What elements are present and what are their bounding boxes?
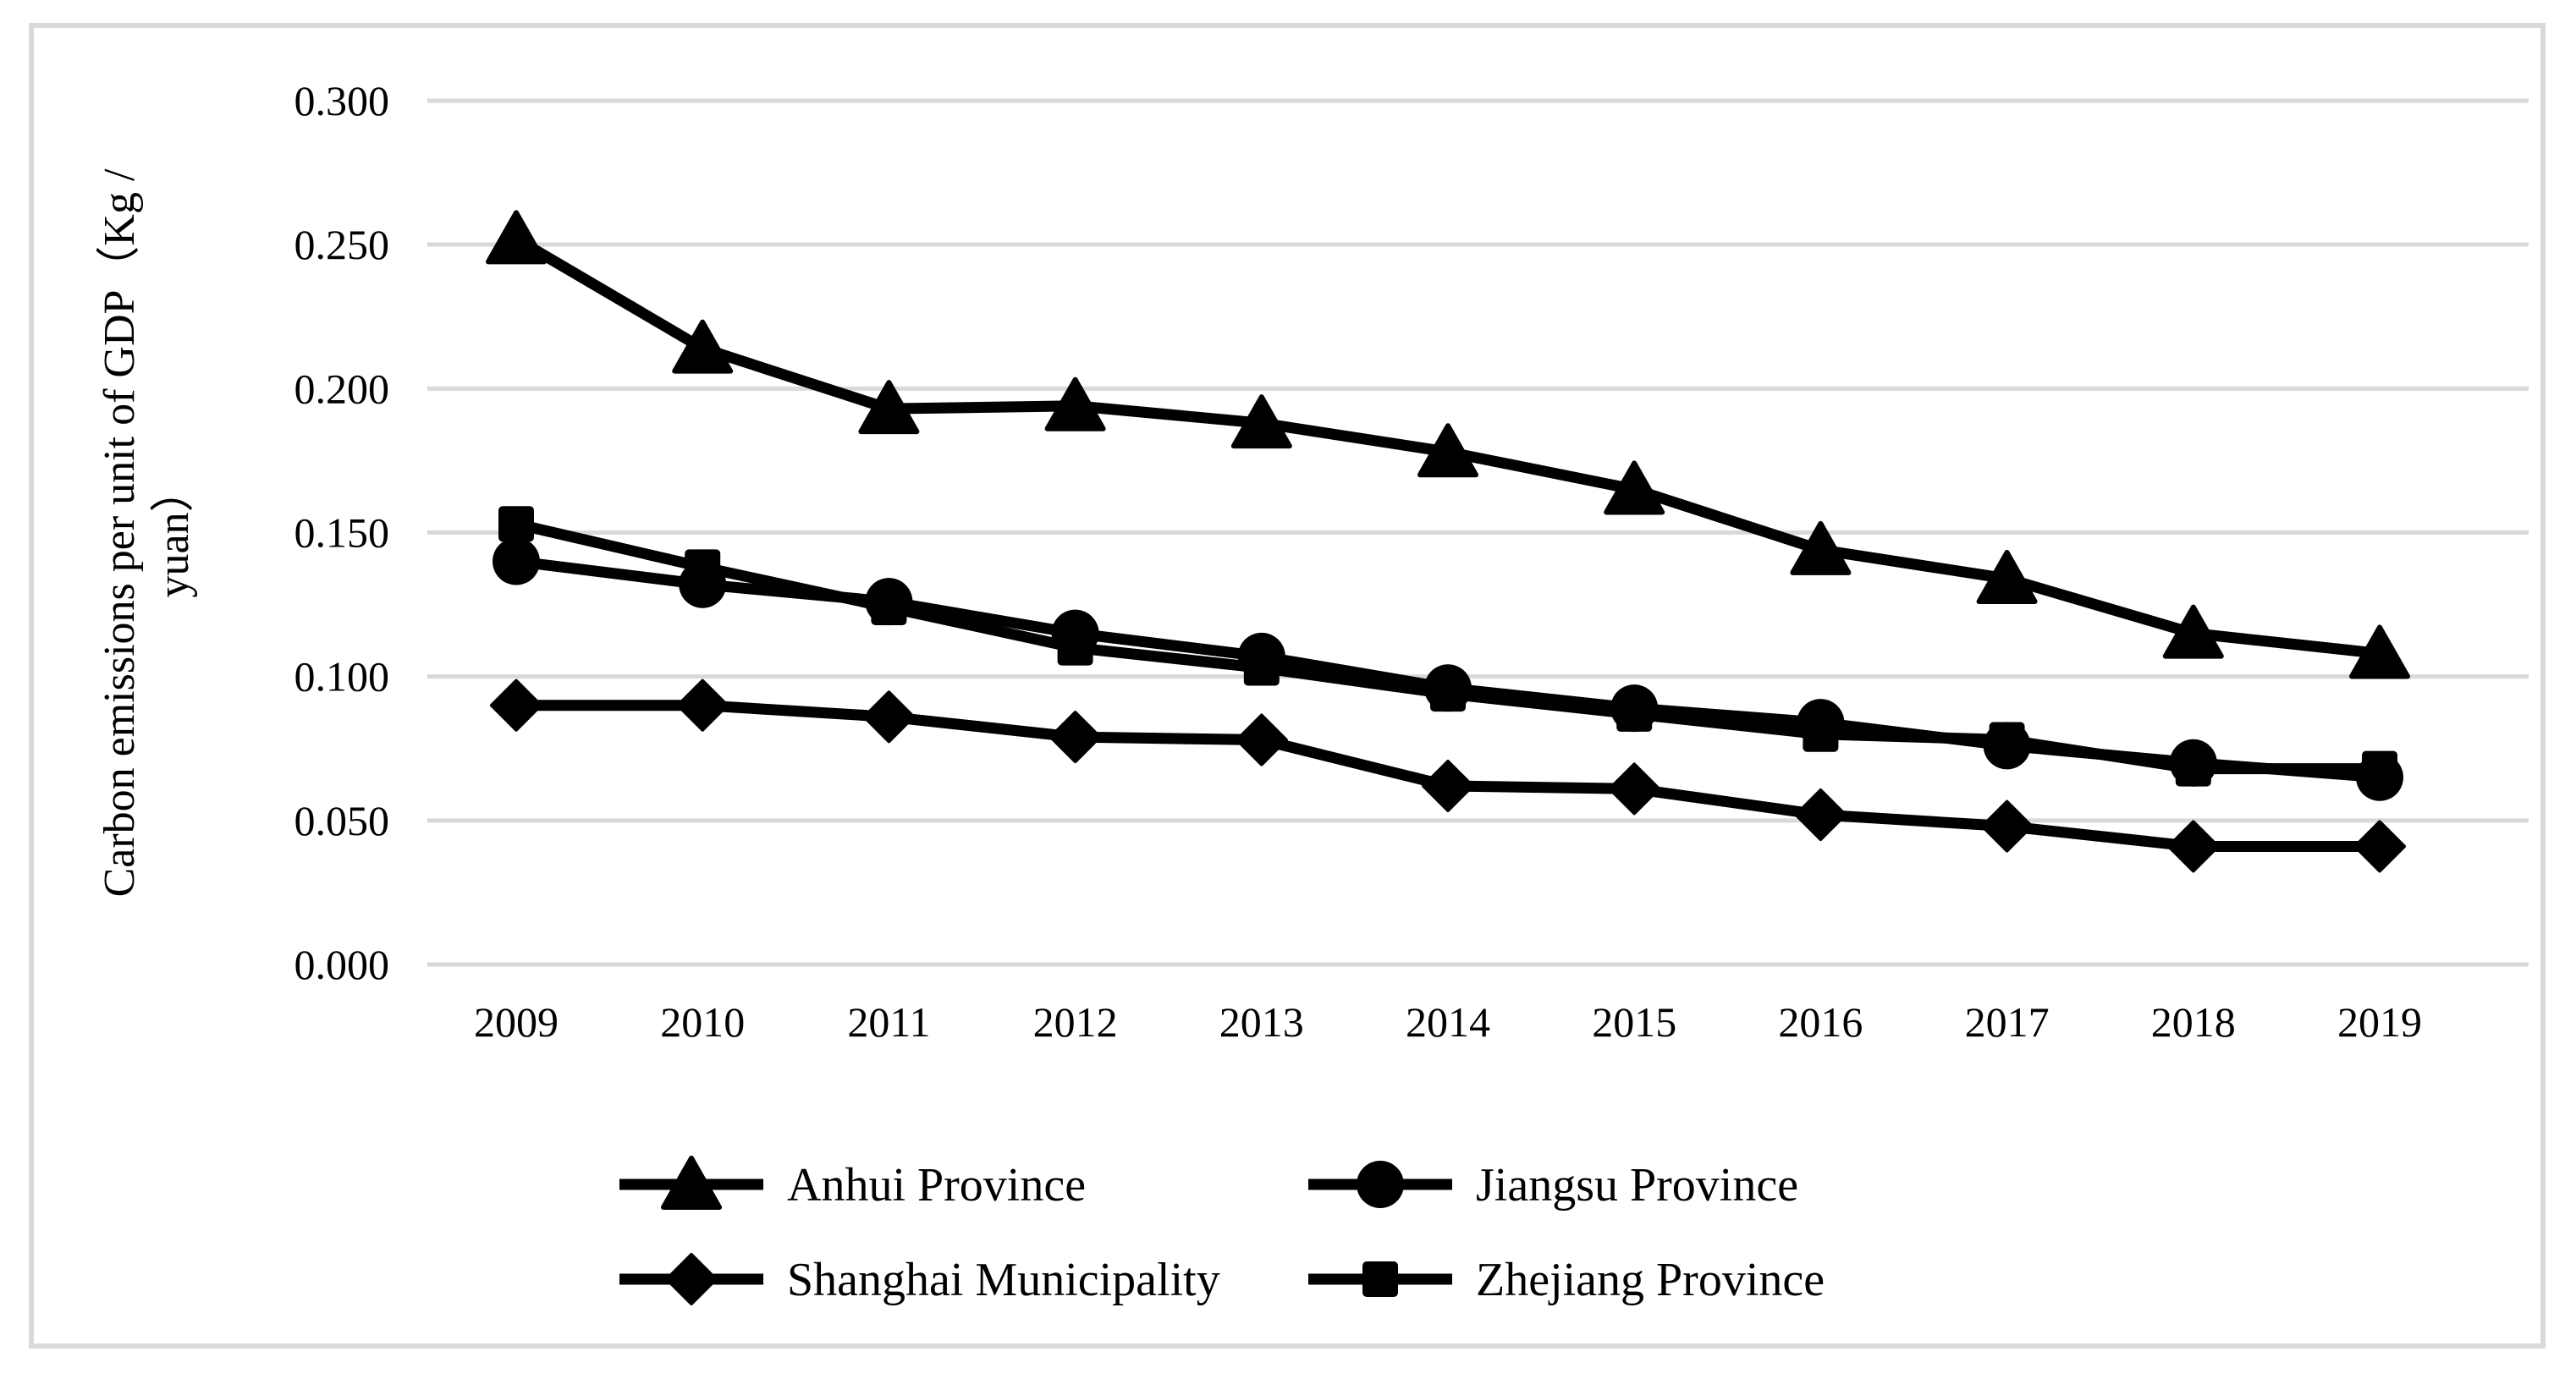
series-line-zhejiang-province (510, 518, 2386, 775)
triangle-marker-icon (2349, 624, 2410, 679)
y-axis-title-line2: yuan） (150, 468, 198, 597)
diamond-marker-icon (862, 690, 916, 744)
diamond-legend-icon (665, 1253, 718, 1305)
x-tick-label: 2019 (2337, 998, 2422, 1046)
y-tick-label: 0.050 (294, 797, 390, 844)
square-marker-icon (2362, 750, 2397, 787)
triangle-marker-icon (1976, 549, 2038, 604)
x-tick-label: 2013 (1219, 998, 1304, 1046)
x-tick-label: 2012 (1033, 998, 1118, 1046)
y-tick-label: 0.150 (294, 509, 390, 557)
x-tick-label: 2015 (1592, 998, 1676, 1046)
diamond-marker-icon (1422, 759, 1474, 812)
legend-label: Zhejiang Province (1476, 1254, 1825, 1306)
triangle-marker-icon (1230, 394, 1292, 449)
square-marker-icon (1616, 695, 1653, 732)
triangle-marker-icon (1417, 423, 1478, 478)
triangle-marker-icon (1044, 376, 1106, 431)
square-marker-icon (685, 549, 721, 585)
square-marker-icon (2175, 750, 2211, 787)
circle-legend-icon (1357, 1161, 1404, 1208)
y-tick-label: 0.300 (294, 77, 390, 124)
diamond-marker-icon (676, 679, 729, 732)
triangle-marker-icon (672, 319, 734, 374)
diamond-marker-icon (1049, 711, 1102, 764)
y-tick-label: 0.000 (294, 941, 390, 988)
x-tick-label: 2018 (2151, 998, 2236, 1046)
square-marker-icon (1989, 722, 2025, 758)
x-tick-label: 2009 (474, 998, 559, 1046)
diamond-marker-icon (490, 679, 542, 732)
x-tick-label: 2016 (1778, 998, 1863, 1046)
triangle-marker-icon (2162, 604, 2224, 659)
diamond-marker-icon (1235, 713, 1288, 766)
square-marker-icon (1057, 629, 1093, 666)
diamond-marker-icon (2353, 820, 2406, 873)
x-tick-label: 2014 (1406, 998, 1490, 1046)
square-marker-icon (1803, 716, 1839, 752)
y-tick-label: 0.100 (294, 653, 390, 700)
figure-border (29, 23, 2546, 1349)
y-tick-label: 0.250 (294, 221, 390, 268)
legend-item-shanghai-municipality: Shanghai Municipality (619, 1254, 1220, 1306)
diamond-marker-icon (2166, 820, 2220, 873)
y-tick-label: 0.200 (294, 365, 390, 412)
square-marker-icon (1430, 676, 1466, 712)
legend-label: Jiangsu Province (1476, 1159, 1798, 1211)
triangle-marker-icon (486, 210, 547, 265)
triangle-marker-icon (1604, 460, 1665, 515)
square-marker-icon (871, 589, 907, 625)
circle-marker-icon (493, 537, 540, 585)
x-tick-label: 2010 (660, 998, 745, 1046)
diamond-marker-icon (1980, 799, 2034, 853)
x-tick-label: 2017 (1965, 998, 2050, 1046)
legend-label: Anhui Province (787, 1159, 1086, 1211)
triangle-marker-icon (858, 380, 920, 435)
y-axis-title-line1: Carbon emissions per unit of GDP（Kg / (96, 168, 144, 897)
square-marker-icon (498, 506, 534, 542)
square-legend-icon (1362, 1261, 1398, 1297)
x-tick-label: 2011 (847, 998, 930, 1046)
legend-label: Shanghai Municipality (787, 1254, 1220, 1306)
legend-item-jiangsu-province: Jiangsu Province (1308, 1159, 1798, 1211)
diamond-marker-icon (1794, 788, 1847, 842)
triangle-legend-icon (661, 1156, 722, 1210)
diamond-marker-icon (1608, 762, 1661, 816)
triangle-marker-icon (1790, 520, 1852, 575)
square-marker-icon (1243, 650, 1280, 686)
